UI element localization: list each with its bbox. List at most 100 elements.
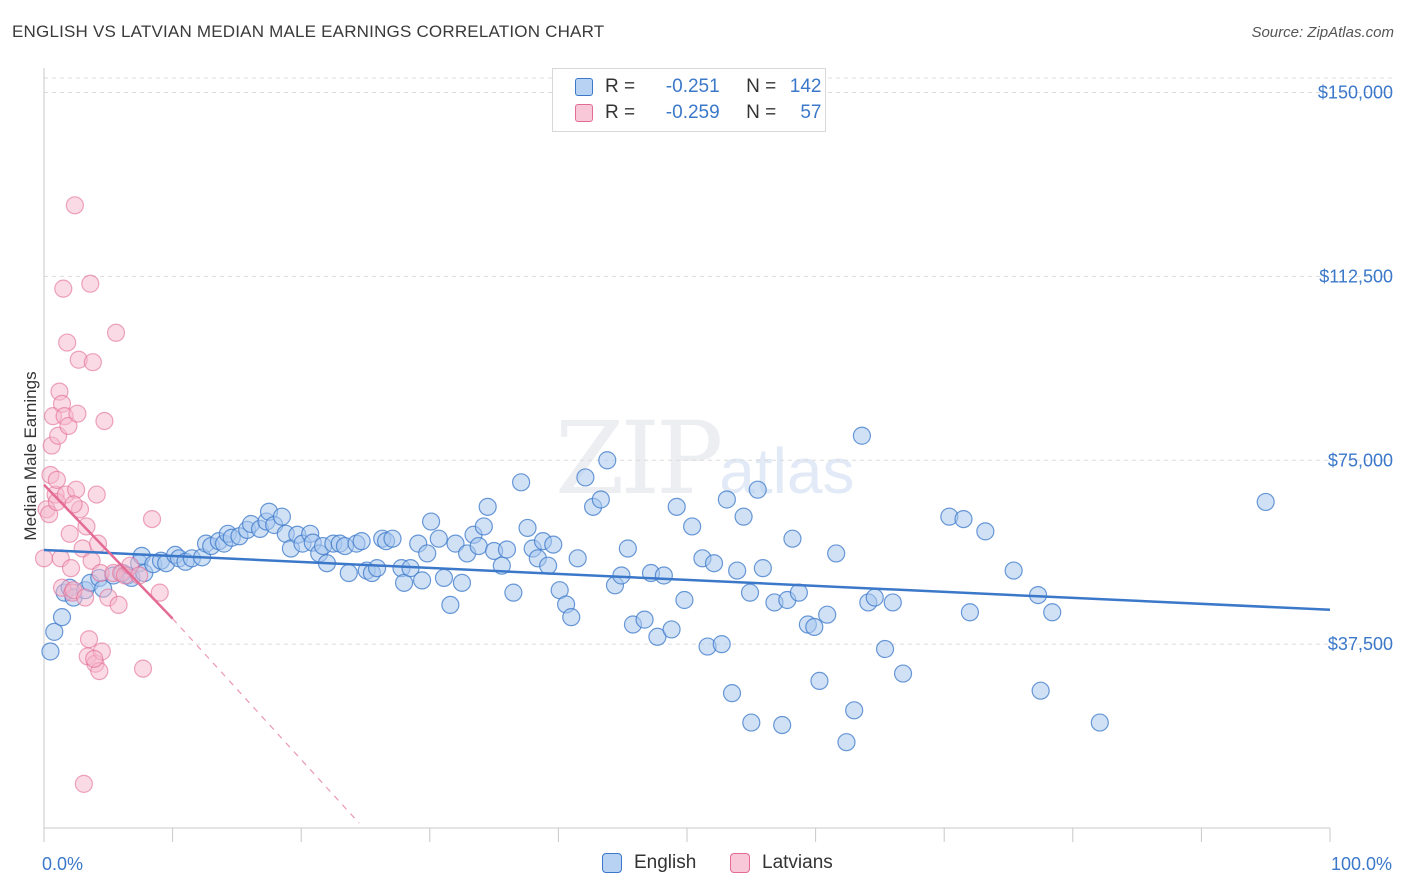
series-legend: English Latvians [0,852,1406,878]
english-point-125 [805,617,824,637]
latvian-point-35 [83,353,102,372]
english-point-128 [827,544,846,563]
latvian-point-16 [58,333,77,352]
english-point-129 [837,733,856,752]
english-point-110 [704,554,724,573]
english-point-98 [618,539,637,558]
english-point-2 [52,608,72,627]
english-point-0 [41,642,60,661]
legend-item-english[interactable]: English [602,852,696,874]
english-point-66 [421,512,441,531]
english-point-137 [954,509,973,529]
english-point-70 [446,534,465,553]
watermark-zip: ZIP [555,400,723,517]
english-point-115 [734,507,753,526]
english-point-107 [683,517,702,536]
english-point-74 [469,536,488,556]
english-point-142 [1031,681,1050,700]
english-swatch [575,78,593,96]
english-point-105 [667,497,686,516]
english-point-38 [272,507,292,526]
latvian-point-42 [95,411,114,431]
english-point-145 [1256,492,1275,512]
latvian-trend-extension [172,618,360,824]
english-point-102 [648,627,667,646]
latvians-legend-swatch [730,853,750,873]
english-point-79 [497,540,517,559]
latvian-point-17 [59,416,78,436]
latvian-point-45 [106,323,126,342]
english-point-87 [544,535,563,554]
english-point-113 [722,684,742,703]
english-point-86 [539,556,558,575]
latvian-point-55 [47,470,66,489]
english-point-116 [740,583,760,602]
latvians-n-label: N = [746,102,777,123]
legend-row-latvians: R = -0.259 N = 57 [575,101,821,125]
english-legend-swatch [602,853,622,873]
english-point-82 [518,518,537,538]
english-point-90 [562,608,581,627]
english-point-95 [598,451,617,470]
english-point-75 [474,517,493,536]
english-point-103 [654,566,673,585]
english-point-144 [1090,713,1109,732]
english-point-133 [875,639,895,659]
english-r-value: -0.251 [665,76,720,97]
latvian-point-38 [88,534,108,553]
trend-lines [43,483,1331,824]
source-credit: Source: ZipAtlas.com [1251,24,1394,41]
english-point-122 [783,529,802,548]
english-point-117 [748,480,767,499]
latvian-point-23 [67,480,86,499]
latvians-swatch [575,104,593,122]
english-point-126 [810,671,829,691]
latvians-legend-label: Latvians [762,852,833,873]
latvian-point-33 [81,274,100,293]
latvian-point-53 [150,583,169,602]
english-point-120 [773,715,792,735]
legend-row-english: R = -0.251 N = 142 [575,75,821,99]
legend-item-latvians[interactable]: Latvians [730,852,833,874]
english-point-53 [352,532,371,551]
english-point-56 [367,559,387,578]
english-point-51 [339,563,358,583]
english-point-104 [662,620,681,639]
latvian-point-28 [74,774,93,793]
english-point-127 [818,605,837,624]
correlation-legend: R = -0.251 N = 142 R = -0.259 N = 57 [552,68,826,132]
latvian-point-13 [54,279,73,298]
english-point-123 [789,583,808,602]
english-point-138 [960,603,980,622]
english-point-139 [976,522,995,541]
latvian-point-37 [87,485,106,504]
english-point-76 [478,497,497,516]
axes [43,68,1331,842]
english-point-91 [568,549,587,568]
tick-labels: $37,500 $75,000 $112,500 $150,000 0.0% 100.0% [42,83,1393,874]
latvian-point-22 [65,196,84,215]
english-point-143 [1043,603,1062,622]
english-point-134 [883,593,902,612]
english-point-1 [45,622,64,641]
latvian-point-51 [133,659,153,678]
english-point-118 [753,559,772,578]
watermark-atlas: atlas [719,435,855,507]
english-point-147 [742,713,761,732]
latvian-point-50 [130,566,149,585]
watermark: ZIPatlas [555,400,854,517]
english-trend-line [43,548,1331,612]
english-point-135 [893,664,913,683]
latvian-point-56 [64,495,83,514]
english-r-label: R = [605,76,636,97]
english-point-59 [383,529,402,548]
latvian-point-30 [77,517,96,536]
latvian-point-32 [79,630,99,649]
english-point-64 [412,571,432,590]
y-tick-label-3: $150,000 [1318,83,1393,103]
y-tick-label-2: $112,500 [1319,266,1393,286]
x-tick-label-0: 0.0% [42,854,83,874]
chart-title: ENGLISH VS LATVIAN MEDIAN MALE EARNINGS … [12,22,605,41]
latvian-point-52 [142,509,162,529]
